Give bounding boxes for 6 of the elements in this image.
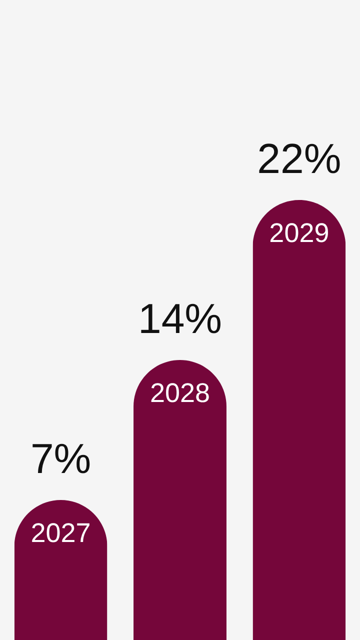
x-tick-label: 2029 [269, 218, 330, 248]
data-label: 14% [138, 295, 222, 342]
data-label: 22% [257, 135, 342, 182]
data-label: 7% [30, 435, 92, 482]
x-tick-label: 2027 [30, 518, 91, 548]
x-tick-label: 2028 [150, 378, 210, 408]
